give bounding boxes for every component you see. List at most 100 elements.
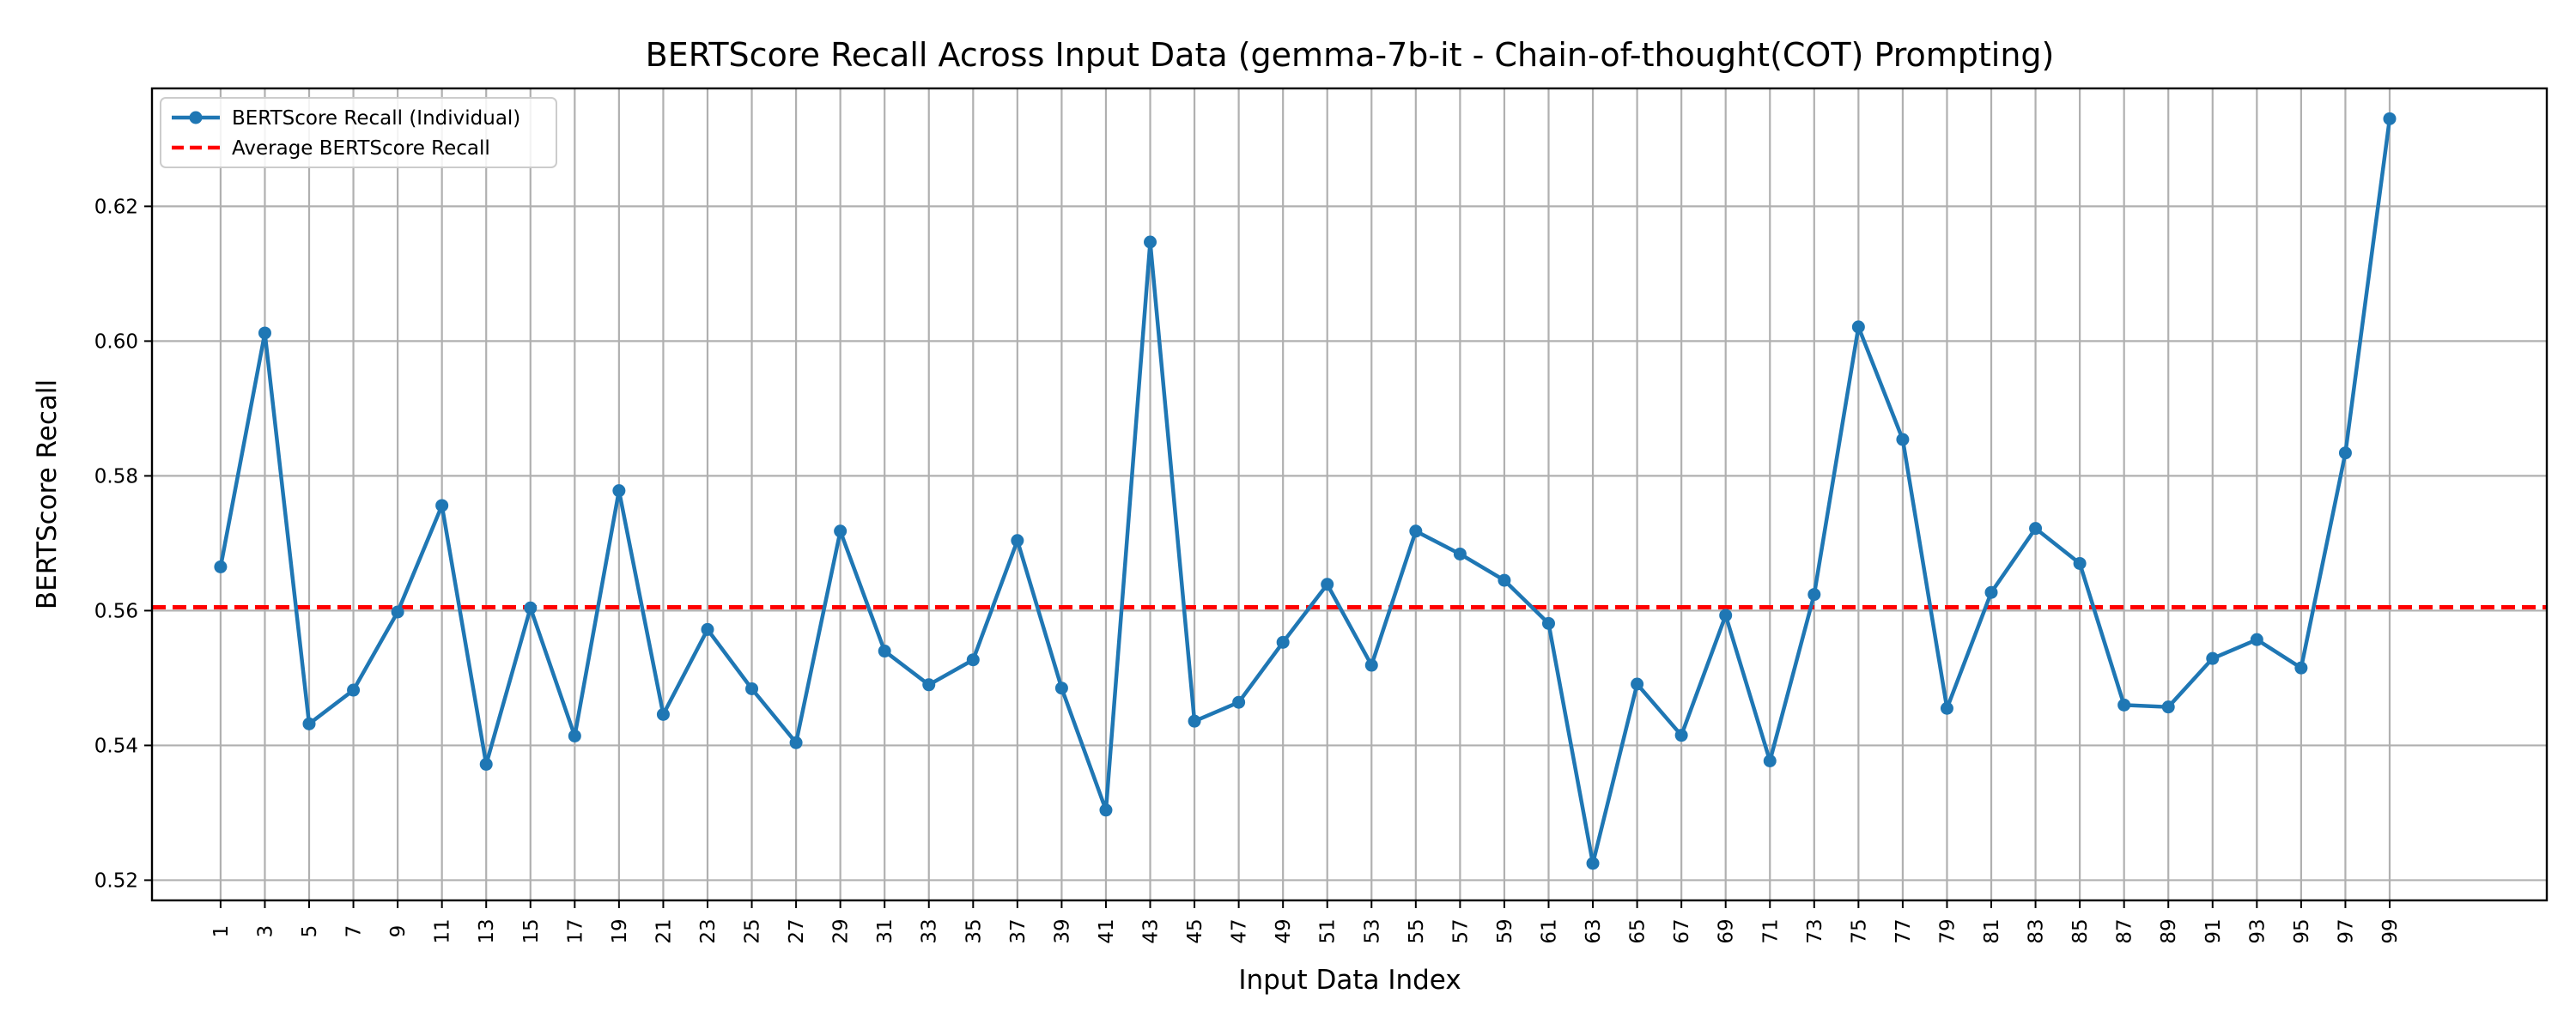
legend: BERTScore Recall (Individual) Average BE…: [160, 97, 557, 168]
x-tick-label: 51: [1317, 918, 1340, 943]
x-tick-label: 39: [1051, 918, 1073, 943]
data-point: [789, 736, 803, 749]
x-tick-label: 61: [1538, 918, 1560, 943]
x-tick-label: 93: [2246, 918, 2269, 943]
data-point: [1807, 588, 1821, 602]
x-tick-label: 89: [2158, 918, 2180, 943]
legend-marker-individual: [189, 111, 203, 124]
data-point: [568, 729, 581, 742]
x-tick-label: 33: [919, 918, 941, 943]
data-point: [834, 524, 848, 538]
x-tick-label: 25: [742, 918, 764, 943]
data-point: [1054, 682, 1068, 695]
x-tick-label: 97: [2335, 918, 2357, 943]
x-tick-label: 7: [343, 925, 366, 938]
x-tick-label: 27: [786, 918, 808, 943]
x-tick-label: 73: [1804, 918, 1826, 943]
data-point: [1984, 585, 1998, 599]
y-tick-label: 0.60: [94, 330, 138, 353]
x-tick-label: 87: [2114, 918, 2136, 943]
y-tick-label: 0.58: [94, 465, 138, 488]
x-tick-label: 55: [1406, 918, 1428, 943]
data-point: [479, 757, 493, 771]
x-tick-label: 91: [2202, 918, 2225, 943]
data-point: [1851, 320, 1865, 334]
data-point: [1321, 578, 1334, 591]
x-tick-label: 11: [432, 918, 454, 943]
plot-area-frame: [150, 87, 2549, 902]
data-point: [1719, 609, 1733, 622]
data-point: [1364, 658, 1378, 672]
data-point: [745, 682, 759, 695]
series-line-individual: [218, 118, 2392, 866]
data-point: [1144, 235, 1157, 249]
x-tick-label: 53: [1361, 918, 1383, 943]
legend-label-average: Average BERTScore Recall: [232, 137, 490, 160]
data-point: [1188, 714, 1201, 728]
x-tick-label: 63: [1583, 918, 1605, 943]
data-point: [922, 678, 936, 692]
x-tick-label: 49: [1273, 918, 1295, 943]
axis-ticks: 1 3 5 7 9 11 13 15 17 19 21 23 25 27 29 31 33 35 37 39 41 43 4…: [94, 196, 2402, 943]
x-tick-label: 75: [1848, 918, 1870, 943]
x-tick-label: 21: [653, 918, 675, 943]
x-tick-label: 99: [2379, 918, 2402, 943]
grid: [152, 88, 2547, 900]
data-point: [2029, 522, 2043, 536]
x-tick-label: 31: [874, 918, 896, 943]
data-point: [2206, 651, 2220, 665]
data-point: [2338, 446, 2352, 460]
x-tick-label: 47: [1229, 918, 1251, 943]
x-tick-label: 71: [1759, 918, 1782, 943]
data-point: [347, 683, 361, 697]
x-tick-label: 79: [1936, 918, 1959, 943]
x-tick-label: 65: [1627, 918, 1649, 943]
legend-label-individual: BERTScore Recall (Individual): [232, 107, 520, 130]
data-point: [1896, 433, 1910, 446]
y-tick-label: 0.52: [94, 869, 138, 892]
data-point: [1453, 547, 1467, 560]
data-point: [391, 605, 404, 619]
y-tick-label: 0.54: [94, 735, 138, 757]
x-tick-label: 3: [254, 925, 276, 938]
x-tick-label: 83: [2026, 918, 2048, 943]
data-point: [1011, 534, 1024, 548]
x-tick-label: 5: [299, 925, 321, 938]
x-tick-label: 67: [1671, 918, 1693, 943]
y-axis-label: BERTScore Recall: [32, 379, 63, 609]
x-tick-label: 9: [387, 925, 410, 938]
data-point: [1763, 754, 1777, 767]
x-tick-label: 41: [1096, 918, 1118, 943]
data-point: [878, 645, 891, 658]
x-tick-label: 77: [1893, 918, 1915, 943]
data-point: [1586, 857, 1600, 870]
data-point: [435, 499, 449, 512]
data-point: [1498, 573, 1511, 587]
series-layer: [214, 112, 2397, 870]
data-point: [258, 326, 271, 340]
x-tick-label: 13: [476, 918, 498, 943]
data-point: [1276, 635, 1290, 649]
data-point: [1940, 701, 1953, 715]
data-point: [2383, 112, 2397, 125]
x-tick-label: 95: [2291, 918, 2313, 943]
x-tick-label: 57: [1449, 918, 1472, 943]
data-point: [966, 653, 980, 667]
data-point: [1099, 803, 1113, 817]
data-point: [214, 560, 228, 573]
x-tick-label: 23: [697, 918, 720, 943]
chart-title: BERTScore Recall Across Input Data (gemm…: [646, 36, 2055, 74]
y-tick-label: 0.62: [94, 196, 138, 218]
x-tick-label: 69: [1716, 918, 1738, 943]
data-point: [2250, 633, 2263, 646]
x-tick-label: 15: [520, 918, 543, 943]
data-point: [1409, 524, 1423, 538]
x-tick-label: 59: [1494, 918, 1516, 943]
data-point: [656, 707, 670, 721]
x-tick-label: 17: [564, 918, 586, 943]
x-tick-label: 29: [830, 918, 853, 943]
data-point: [1541, 616, 1555, 630]
data-point: [2294, 661, 2308, 675]
x-tick-label: 19: [609, 918, 631, 943]
